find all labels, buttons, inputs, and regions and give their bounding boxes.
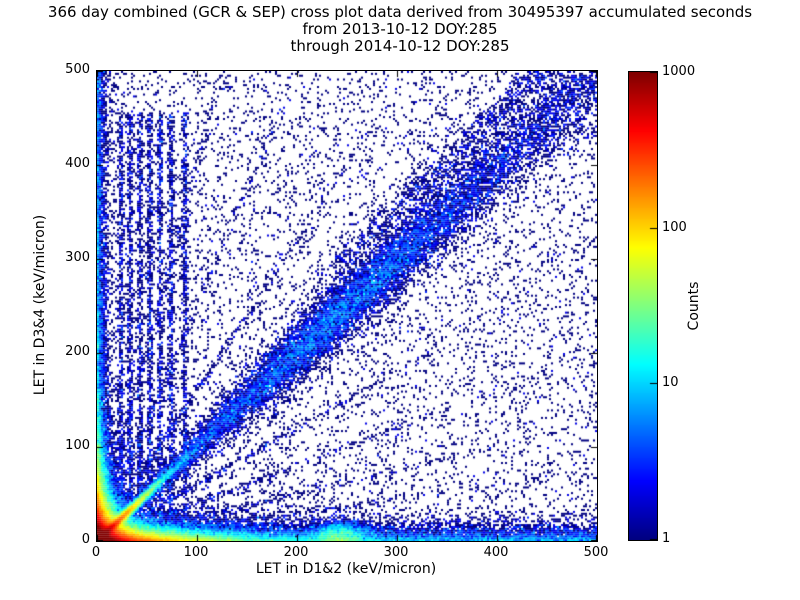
y-tick-label-100: 100 [65,438,90,453]
chart-title: 366 day combined (GCR & SEP) cross plot … [47,3,753,21]
colorbar-tick-label-10: 10 [662,375,679,390]
plot-area [96,70,598,542]
x-tick-label-0: 0 [91,545,101,560]
colorbar-tick-label-1: 1 [662,531,671,546]
y-tick-label-400: 400 [65,156,90,171]
colorbar-tick-label-1000: 1000 [662,64,696,79]
colorbar-label: Counts [686,281,702,331]
colorbar-tick-label-100: 100 [662,220,687,235]
x-tick-label-400: 400 [483,545,509,560]
chart-subtitle-through: through 2014-10-12 DOY:285 [290,37,510,55]
y-tick-label-200: 200 [65,344,90,359]
chart-subtitle-from: from 2013-10-12 DOY:285 [302,20,498,38]
y-tick-label-500: 500 [65,62,90,77]
y-tick-label-300: 300 [65,250,90,265]
x-tick-label-200: 200 [283,545,309,560]
colorbar-gradient-canvas [629,72,657,540]
x-tick-label-500: 500 [583,545,609,560]
x-tick-label-300: 300 [383,545,409,560]
x-tick-label-100: 100 [183,545,209,560]
y-tick-label-0: 0 [81,532,90,547]
colorbar [628,71,658,541]
y-axis-label: LET in D3&4 (keV/micron) [32,214,48,396]
x-axis-label: LET in D1&2 (keV/micron) [255,561,437,577]
scatter-heatmap-canvas [97,71,597,541]
